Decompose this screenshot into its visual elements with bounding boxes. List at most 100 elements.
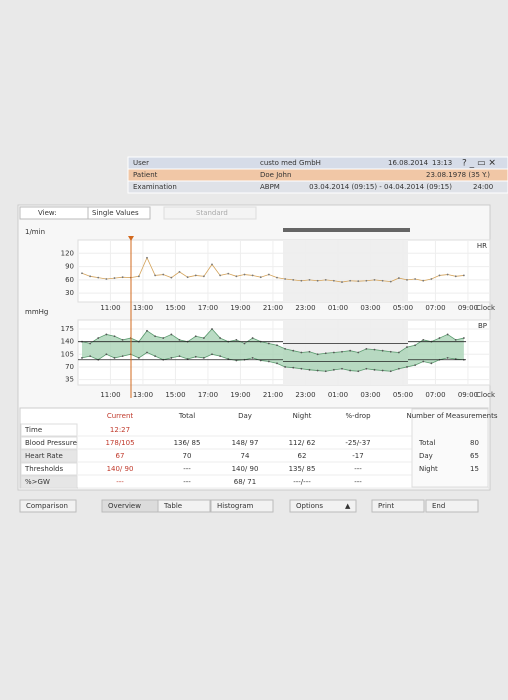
mode-select[interactable] — [163, 206, 257, 220]
column-header: Current — [107, 412, 134, 420]
cell: -17 — [352, 452, 363, 460]
bp-point — [121, 338, 124, 341]
bp-point — [146, 351, 148, 354]
hr-point — [349, 279, 352, 282]
row-label: Blood Pressure — [25, 439, 77, 447]
measure-label: Night — [419, 465, 438, 473]
row-label: %>GW — [25, 478, 50, 486]
hr-point — [373, 278, 376, 281]
bp-point — [438, 337, 441, 339]
view-value: Single Values — [92, 209, 139, 217]
hr-point — [121, 276, 124, 279]
column-header: Night — [293, 412, 312, 420]
hr-point — [430, 278, 433, 280]
x-tick-label: 21:00 — [263, 391, 283, 399]
hr-point — [89, 275, 92, 278]
hr-point — [105, 278, 108, 280]
bp-point — [414, 344, 417, 347]
bp-point — [235, 338, 238, 341]
bp-point — [113, 335, 116, 338]
x-tick-label: 05:00 — [393, 304, 413, 312]
x-tick-label: 23:00 — [295, 304, 315, 312]
x-tick-label: 09:00 — [458, 391, 478, 399]
cell: -25/-37 — [345, 439, 370, 447]
legend: HR — [477, 242, 487, 250]
row-label: Time — [24, 426, 42, 434]
view-select[interactable] — [87, 206, 151, 220]
y-tick-label: 60 — [65, 276, 74, 284]
night-slider[interactable] — [283, 228, 410, 232]
bp-point — [267, 360, 270, 363]
cell: 67 — [116, 452, 125, 460]
hr-point — [300, 279, 303, 282]
x-unit: Clock — [476, 304, 496, 312]
row-label-cell[interactable] — [20, 475, 78, 489]
measure-value: 15 — [470, 465, 479, 473]
header-label: Examination — [133, 183, 177, 191]
bp-point — [243, 342, 246, 345]
hr-point — [332, 279, 335, 282]
bp-point — [381, 369, 384, 372]
button[interactable] — [425, 499, 479, 513]
measure-value: 65 — [470, 452, 479, 460]
hr-point — [406, 278, 408, 281]
hr-point — [243, 273, 246, 276]
button[interactable] — [371, 499, 425, 513]
measure-value: 80 — [470, 439, 479, 447]
bp-point — [154, 335, 157, 338]
cell: 70 — [183, 452, 192, 460]
hr-point — [381, 279, 384, 282]
cell: 136/ 85 — [174, 439, 201, 447]
measure-label: Total — [418, 439, 435, 447]
column-header: Day — [238, 412, 252, 420]
hr-point — [219, 274, 222, 277]
button[interactable] — [289, 499, 357, 513]
bp-point — [381, 349, 384, 352]
cell: --- — [183, 465, 191, 473]
button[interactable] — [210, 499, 274, 513]
night-shade — [283, 240, 408, 302]
hr-point — [211, 263, 213, 266]
header-label: Patient — [133, 171, 158, 179]
bp-point — [202, 357, 205, 359]
cell: 148/ 97 — [232, 439, 259, 447]
x-tick-label: 11:00 — [100, 304, 120, 312]
button[interactable] — [19, 499, 77, 513]
header-value: 23.08.1978 (35 Y.) — [426, 171, 490, 179]
x-tick-label: 11:00 — [100, 391, 120, 399]
cell: 140/ 90 — [232, 465, 259, 473]
bp-point — [89, 342, 92, 345]
cell: 62 — [298, 452, 307, 460]
hr-point — [389, 280, 392, 283]
bp-point — [349, 369, 352, 372]
hr-point — [438, 274, 441, 277]
bp-point — [202, 337, 205, 339]
button-label: End — [432, 502, 445, 510]
bp-point — [105, 353, 108, 356]
bp-point — [113, 357, 116, 359]
hr-point — [316, 279, 319, 282]
bp-point — [332, 351, 335, 354]
bp-point — [211, 328, 213, 330]
x-tick-label: 09:00 — [458, 304, 478, 312]
view-label: View: — [38, 209, 57, 217]
bp-point — [308, 368, 311, 371]
row-label: Heart Rate — [25, 452, 63, 460]
bp-point — [284, 347, 287, 350]
bp-point — [162, 337, 165, 339]
bp-point — [194, 355, 197, 358]
hr-point — [446, 273, 449, 276]
bp-point — [349, 349, 352, 352]
cell: 112/ 62 — [289, 439, 316, 447]
bp-point — [397, 367, 400, 370]
hr-point — [292, 278, 295, 281]
hr-point — [194, 274, 197, 277]
bp-point — [406, 366, 408, 368]
row-label-cell[interactable] — [20, 449, 78, 463]
button[interactable] — [157, 499, 211, 513]
hr-point — [162, 273, 165, 276]
bp-point — [284, 366, 287, 368]
bp-point — [373, 368, 376, 371]
